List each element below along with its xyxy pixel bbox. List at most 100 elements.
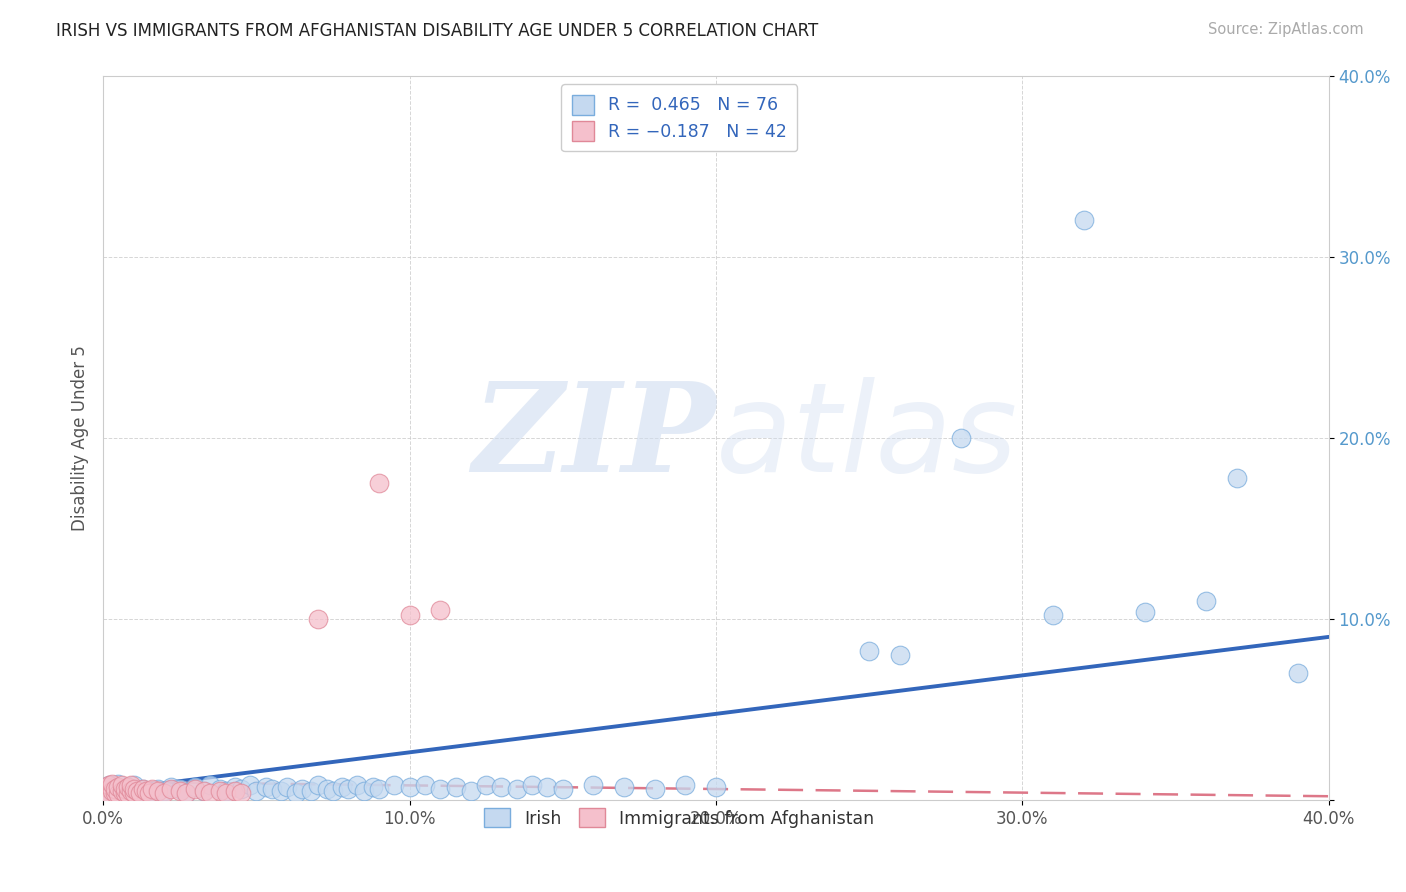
Point	[229, 782, 252, 797]
Point	[398, 780, 420, 795]
Text: ZIP: ZIP	[472, 377, 716, 499]
Point	[353, 784, 375, 798]
Point	[673, 778, 696, 792]
Point	[285, 786, 308, 800]
Point	[613, 780, 636, 795]
Legend: Irish, Immigrants from Afghanistan: Irish, Immigrants from Afghanistan	[478, 802, 882, 835]
Point	[260, 782, 283, 797]
Point	[138, 786, 160, 800]
Point	[444, 780, 467, 795]
Point	[254, 780, 277, 795]
Point	[239, 778, 262, 792]
Point	[382, 778, 405, 792]
Point	[429, 782, 451, 797]
Point	[174, 786, 197, 800]
Point	[208, 782, 231, 797]
Point	[153, 784, 176, 798]
Point	[110, 784, 132, 798]
Point	[582, 778, 605, 792]
Point	[367, 475, 389, 490]
Point	[1286, 666, 1309, 681]
Point	[229, 786, 252, 800]
Point	[135, 784, 157, 798]
Point	[224, 780, 246, 795]
Point	[159, 780, 181, 795]
Point	[122, 786, 145, 800]
Point	[1042, 608, 1064, 623]
Point	[98, 788, 121, 802]
Point	[138, 784, 160, 798]
Point	[98, 778, 121, 792]
Text: atlas: atlas	[716, 377, 1018, 499]
Point	[117, 780, 139, 795]
Point	[141, 786, 163, 800]
Point	[315, 782, 337, 797]
Point	[96, 786, 118, 800]
Point	[1073, 213, 1095, 227]
Point	[950, 431, 973, 445]
Point	[224, 784, 246, 798]
Point	[460, 784, 482, 798]
Text: IRISH VS IMMIGRANTS FROM AFGHANISTAN DISABILITY AGE UNDER 5 CORRELATION CHART: IRISH VS IMMIGRANTS FROM AFGHANISTAN DIS…	[56, 22, 818, 40]
Point	[1195, 593, 1218, 607]
Point	[107, 784, 129, 798]
Point	[120, 778, 142, 792]
Point	[491, 780, 513, 795]
Point	[122, 778, 145, 792]
Point	[301, 784, 323, 798]
Point	[117, 789, 139, 804]
Point	[96, 784, 118, 798]
Point	[307, 612, 329, 626]
Point	[193, 784, 215, 798]
Point	[644, 782, 666, 797]
Point	[346, 778, 368, 792]
Point	[200, 778, 222, 792]
Point	[125, 784, 148, 798]
Point	[322, 784, 344, 798]
Point	[110, 786, 132, 800]
Point	[208, 784, 231, 798]
Point	[337, 782, 360, 797]
Point	[159, 782, 181, 797]
Point	[361, 780, 384, 795]
Point	[153, 786, 176, 800]
Point	[107, 776, 129, 790]
Point	[184, 780, 207, 795]
Point	[413, 778, 436, 792]
Point	[184, 782, 207, 797]
Point	[114, 782, 136, 797]
Point	[276, 780, 298, 795]
Point	[101, 784, 124, 798]
Point	[107, 788, 129, 802]
Point	[520, 778, 543, 792]
Point	[117, 788, 139, 802]
Point	[141, 782, 163, 797]
Point	[536, 780, 558, 795]
Point	[858, 644, 880, 658]
Point	[98, 778, 121, 792]
Point	[132, 782, 155, 797]
Point	[114, 782, 136, 797]
Point	[475, 778, 498, 792]
Point	[245, 784, 267, 798]
Point	[291, 782, 314, 797]
Point	[120, 784, 142, 798]
Point	[114, 786, 136, 800]
Text: Source: ZipAtlas.com: Source: ZipAtlas.com	[1208, 22, 1364, 37]
Point	[135, 788, 157, 802]
Point	[117, 780, 139, 795]
Point	[96, 780, 118, 795]
Point	[169, 784, 191, 798]
Point	[101, 780, 124, 795]
Point	[104, 786, 127, 800]
Point	[1133, 605, 1156, 619]
Point	[104, 788, 127, 802]
Point	[506, 782, 529, 797]
Point	[122, 788, 145, 802]
Point	[104, 782, 127, 797]
Point	[129, 786, 152, 800]
Point	[398, 608, 420, 623]
Y-axis label: Disability Age Under 5: Disability Age Under 5	[72, 344, 89, 531]
Point	[215, 786, 238, 800]
Point	[107, 780, 129, 795]
